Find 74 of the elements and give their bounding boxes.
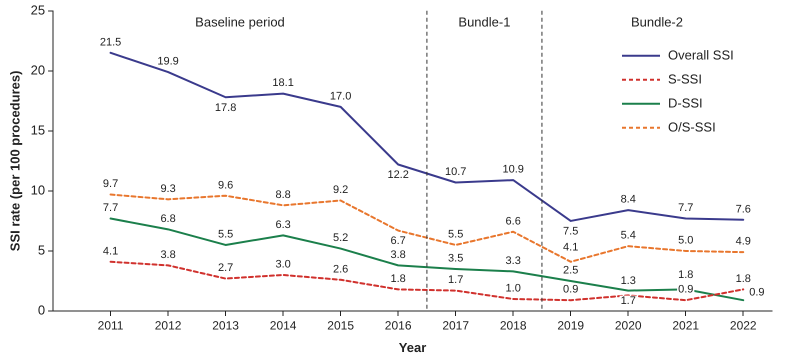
x-tick-label: 2018 bbox=[500, 318, 527, 333]
data-label: 5.5 bbox=[218, 228, 234, 240]
x-tick-label: 2013 bbox=[212, 318, 240, 333]
data-label: 7.5 bbox=[563, 225, 578, 238]
x-tick-label: 2015 bbox=[327, 318, 354, 333]
data-label: 3.8 bbox=[390, 248, 406, 261]
data-label: 1.8 bbox=[678, 268, 694, 281]
data-label: 1.7 bbox=[448, 274, 464, 286]
x-tick-label: 2014 bbox=[270, 318, 297, 333]
annotation: Bundle-2 bbox=[630, 14, 683, 30]
y-tick-label: 0 bbox=[38, 302, 46, 318]
y-tick-label: 15 bbox=[30, 122, 46, 138]
data-label: 9.3 bbox=[160, 182, 176, 195]
data-label: 6.6 bbox=[506, 215, 521, 228]
x-axis-title: Year bbox=[398, 340, 426, 355]
data-label: 3.3 bbox=[506, 254, 521, 267]
data-label: 10.9 bbox=[502, 164, 524, 176]
data-label: 10.7 bbox=[444, 166, 466, 178]
data-label: 21.5 bbox=[100, 36, 122, 48]
data-label: 5.2 bbox=[332, 232, 348, 244]
x-tick-label: 2020 bbox=[614, 318, 642, 333]
data-label: 7.7 bbox=[678, 202, 694, 214]
data-label: 2.7 bbox=[218, 262, 234, 274]
data-label: 17.0 bbox=[330, 90, 352, 102]
legend-label: D-SSI bbox=[668, 95, 703, 110]
data-label: 5.5 bbox=[448, 228, 464, 240]
data-label: 3.5 bbox=[448, 252, 464, 265]
data-label: 7.6 bbox=[736, 203, 751, 216]
data-label: 6.3 bbox=[275, 218, 291, 231]
legend-label: S-SSI bbox=[668, 71, 702, 86]
data-label: 4.9 bbox=[736, 236, 751, 248]
y-tick-label: 25 bbox=[30, 2, 46, 18]
y-tick-label: 20 bbox=[30, 62, 46, 78]
x-tick-label: 2011 bbox=[98, 318, 124, 333]
data-label: 9.2 bbox=[332, 184, 348, 196]
data-label: 2.5 bbox=[563, 264, 578, 277]
x-tick-label: 2021 bbox=[672, 318, 700, 333]
data-label: 6.8 bbox=[160, 212, 176, 225]
data-label: 9.7 bbox=[102, 178, 118, 190]
data-label: 1.8 bbox=[390, 272, 406, 285]
x-tick-label: 2019 bbox=[557, 318, 584, 333]
data-label: 3.8 bbox=[160, 248, 176, 261]
data-label: 5.0 bbox=[678, 234, 694, 246]
annotation: Bundle-1 bbox=[458, 14, 510, 30]
legend-label: Overall SSI bbox=[668, 47, 734, 62]
data-label: 7.7 bbox=[102, 202, 118, 214]
x-tick-label: 2016 bbox=[384, 318, 412, 333]
data-label: 1.8 bbox=[736, 272, 751, 285]
annotation: Baseline period bbox=[195, 14, 285, 30]
data-label: 0.9 bbox=[749, 286, 765, 299]
data-label: 1.3 bbox=[620, 274, 636, 287]
data-label: 6.7 bbox=[390, 235, 406, 248]
data-label: 8.8 bbox=[275, 188, 291, 201]
data-label: 12.2 bbox=[387, 169, 409, 182]
data-label: 1.0 bbox=[506, 282, 521, 295]
legend-label: O/S-SSI bbox=[668, 119, 716, 134]
data-label: 4.1 bbox=[563, 241, 578, 254]
data-label: 8.4 bbox=[620, 194, 636, 206]
data-label: 2.6 bbox=[332, 263, 348, 276]
x-tick-label: 2022 bbox=[730, 318, 757, 333]
y-tick-label: 5 bbox=[38, 242, 46, 258]
data-label: 5.4 bbox=[620, 230, 636, 242]
data-label: 4.1 bbox=[102, 245, 118, 258]
data-label: 18.1 bbox=[272, 77, 294, 90]
x-tick-label: 2017 bbox=[442, 318, 470, 333]
data-label: 9.6 bbox=[218, 179, 234, 192]
data-label: 17.8 bbox=[214, 102, 236, 114]
x-tick-label: 2012 bbox=[154, 318, 182, 333]
y-tick-label: 10 bbox=[30, 182, 46, 198]
data-label: 1.7 bbox=[620, 295, 636, 308]
y-axis-title: SSI rate (per 100 procedures) bbox=[7, 70, 22, 252]
data-label: 19.9 bbox=[157, 56, 179, 68]
data-label: 0.9 bbox=[563, 284, 578, 296]
data-label: 3.0 bbox=[275, 258, 291, 271]
